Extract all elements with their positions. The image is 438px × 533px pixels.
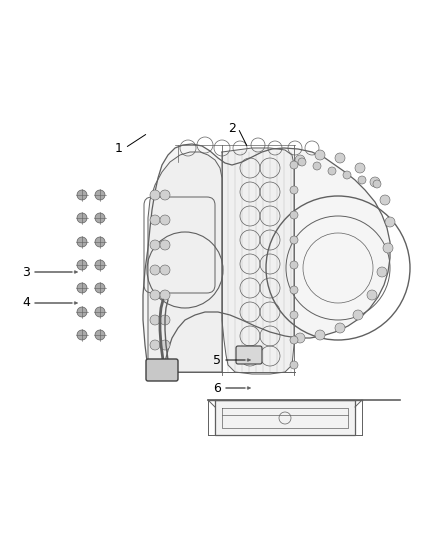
Circle shape (77, 283, 87, 293)
Circle shape (385, 217, 395, 227)
Text: 5: 5 (213, 353, 221, 367)
Circle shape (77, 213, 87, 223)
Circle shape (290, 211, 298, 219)
Circle shape (150, 265, 160, 275)
Circle shape (160, 290, 170, 300)
Circle shape (160, 215, 170, 225)
Circle shape (290, 161, 298, 169)
Circle shape (77, 330, 87, 340)
Circle shape (290, 261, 298, 269)
Circle shape (315, 330, 325, 340)
Circle shape (77, 190, 87, 200)
FancyBboxPatch shape (146, 359, 178, 381)
Text: 6: 6 (213, 382, 221, 394)
FancyBboxPatch shape (236, 346, 262, 364)
Circle shape (377, 267, 387, 277)
Circle shape (77, 307, 87, 317)
Circle shape (328, 167, 336, 175)
Text: 1: 1 (115, 141, 123, 155)
Circle shape (150, 315, 160, 325)
Circle shape (95, 190, 105, 200)
Circle shape (77, 260, 87, 270)
Circle shape (150, 340, 160, 350)
Circle shape (290, 236, 298, 244)
Circle shape (343, 171, 351, 179)
Circle shape (355, 163, 365, 173)
Circle shape (150, 190, 160, 200)
Circle shape (77, 237, 87, 247)
Circle shape (95, 283, 105, 293)
Circle shape (313, 162, 321, 170)
Circle shape (160, 315, 170, 325)
Circle shape (295, 155, 305, 165)
Circle shape (315, 150, 325, 160)
Circle shape (290, 286, 298, 294)
Polygon shape (215, 400, 355, 435)
Circle shape (295, 333, 305, 343)
Text: 4: 4 (22, 296, 30, 310)
Circle shape (150, 290, 160, 300)
Circle shape (150, 240, 160, 250)
Circle shape (160, 190, 170, 200)
Polygon shape (148, 152, 222, 372)
Circle shape (358, 176, 366, 184)
Circle shape (335, 153, 345, 163)
Text: 3: 3 (22, 265, 30, 279)
Circle shape (290, 336, 298, 344)
Circle shape (290, 186, 298, 194)
Circle shape (95, 260, 105, 270)
Circle shape (290, 361, 298, 369)
Polygon shape (143, 144, 390, 372)
Circle shape (353, 310, 363, 320)
Circle shape (160, 265, 170, 275)
Circle shape (367, 290, 377, 300)
Circle shape (160, 240, 170, 250)
Polygon shape (222, 148, 294, 374)
Circle shape (290, 311, 298, 319)
Circle shape (95, 307, 105, 317)
Circle shape (383, 243, 393, 253)
Circle shape (298, 158, 306, 166)
Circle shape (380, 195, 390, 205)
Circle shape (335, 323, 345, 333)
Circle shape (370, 177, 380, 187)
Circle shape (95, 330, 105, 340)
Circle shape (150, 215, 160, 225)
Circle shape (95, 213, 105, 223)
Text: 2: 2 (228, 122, 236, 134)
Circle shape (160, 340, 170, 350)
Circle shape (95, 237, 105, 247)
Circle shape (373, 180, 381, 188)
